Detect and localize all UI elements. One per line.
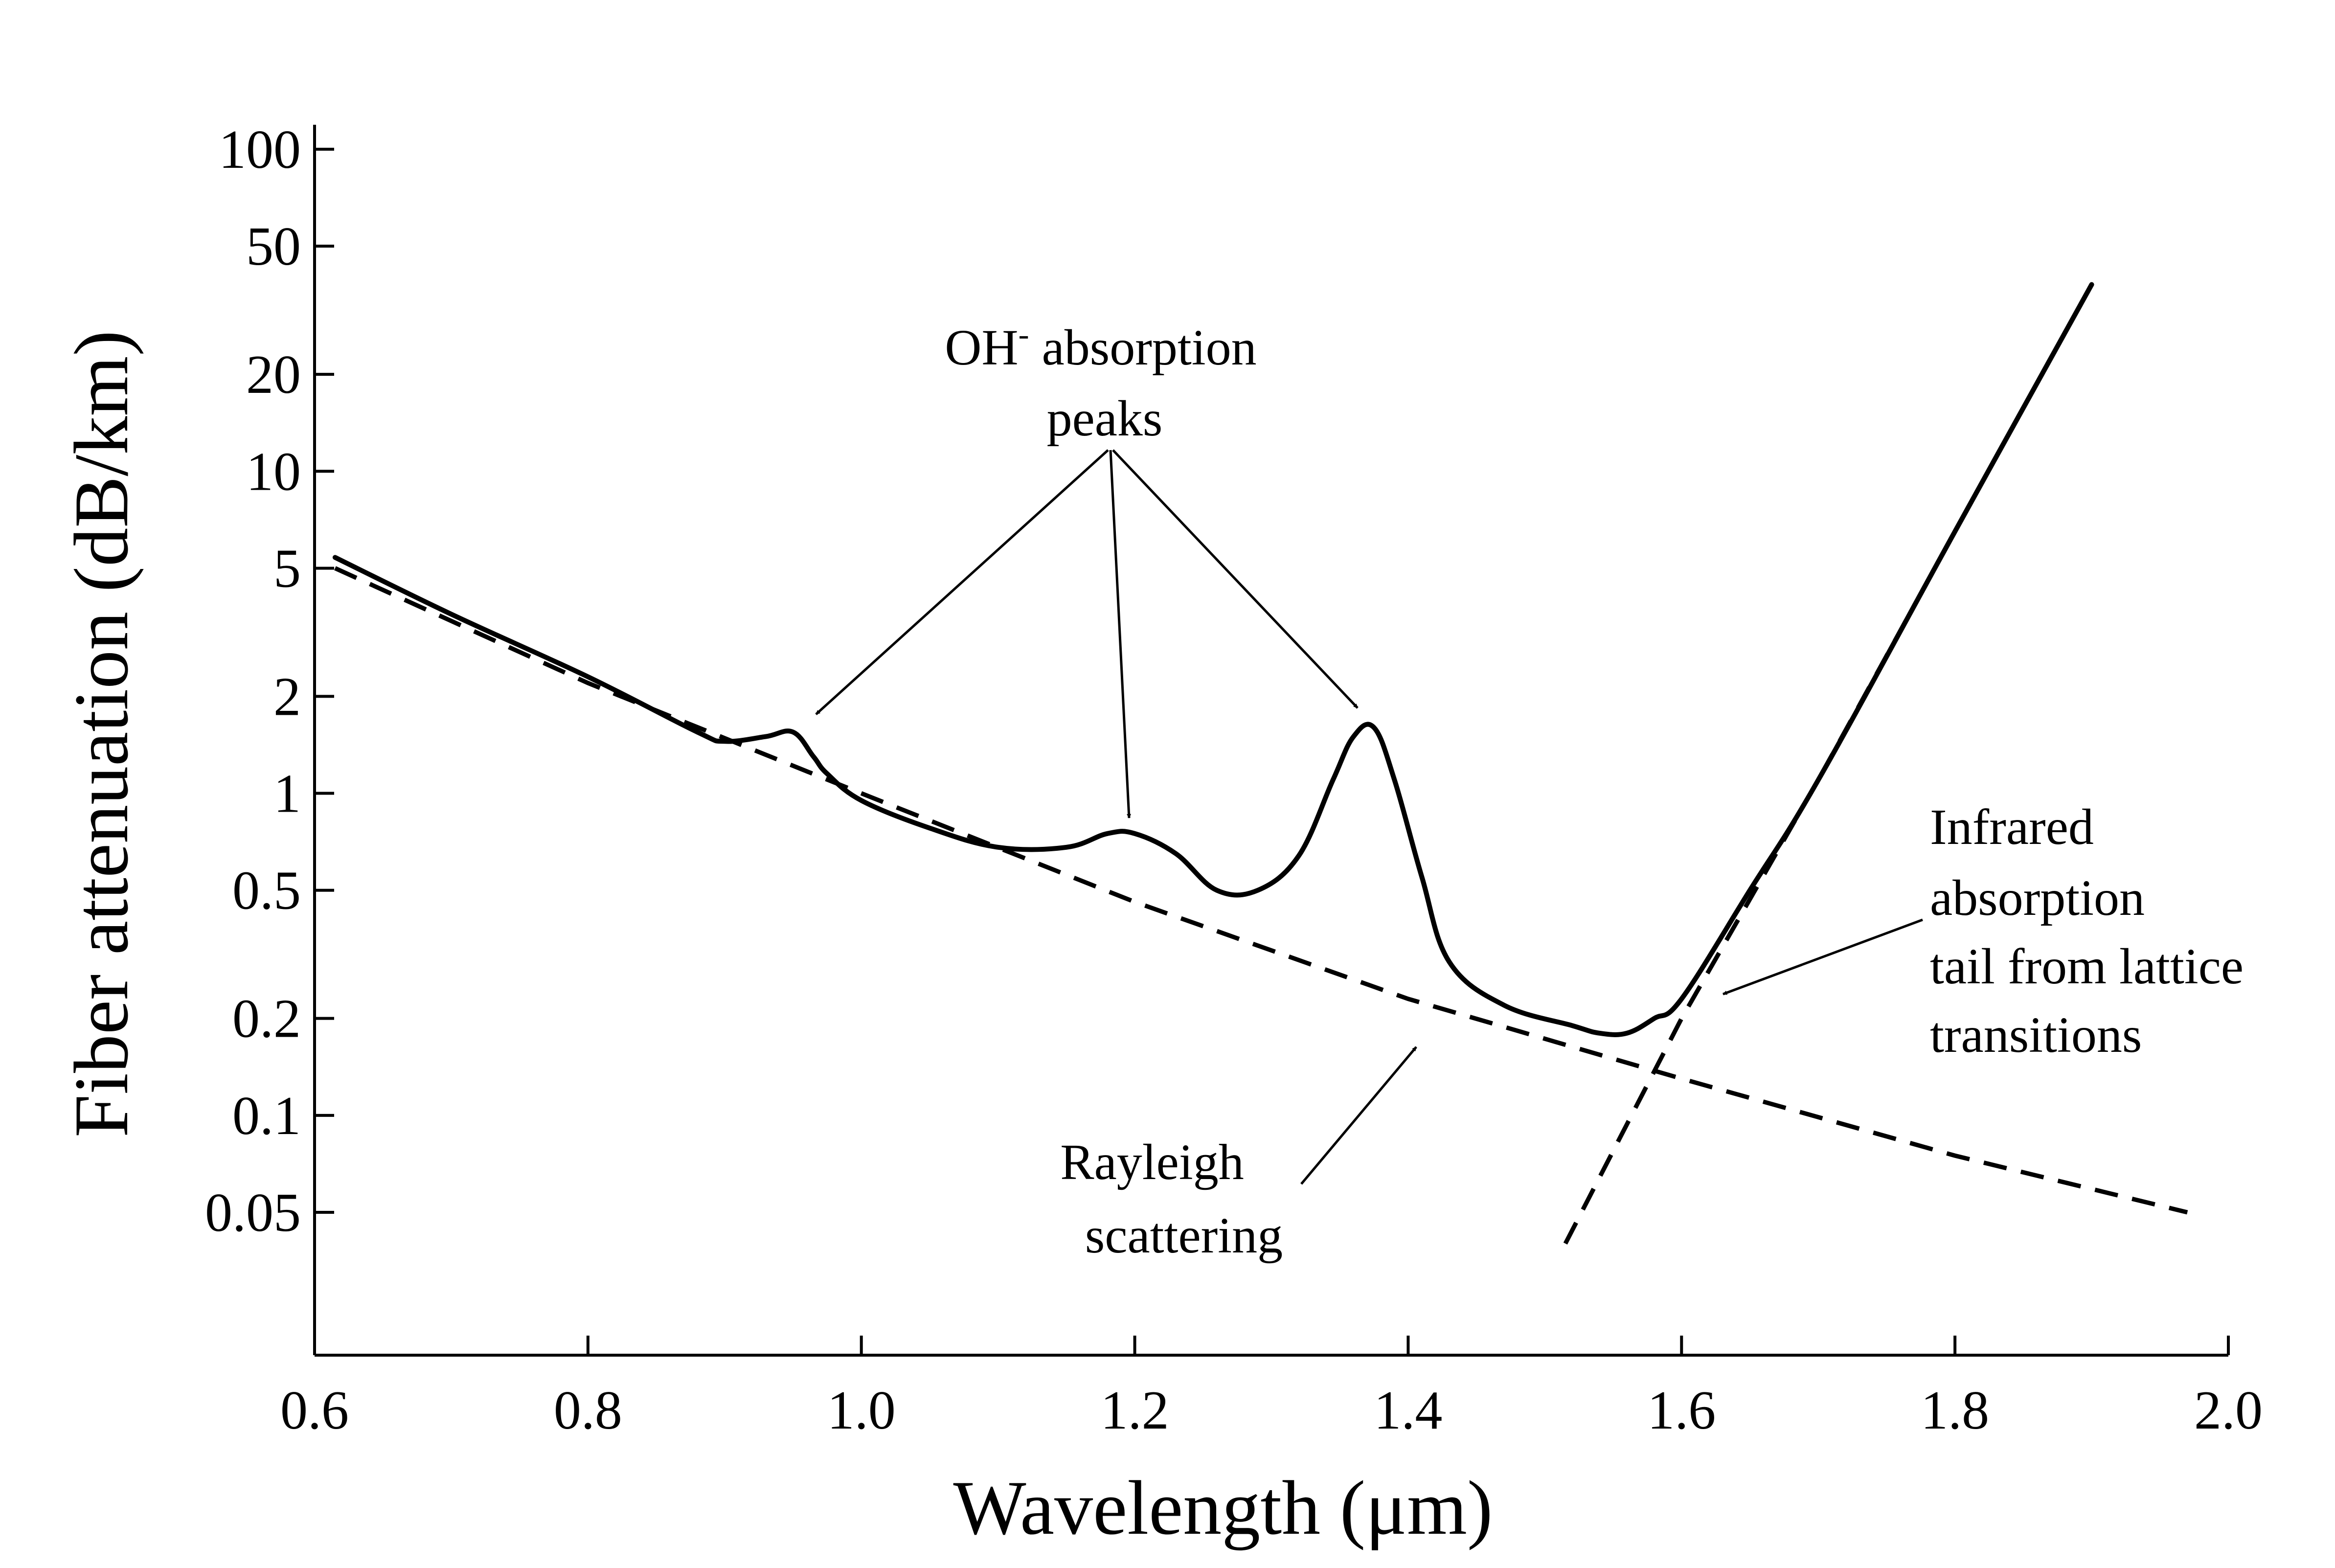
rayleigh-text-line2: scattering [1085,1207,1283,1264]
oh-absorption-annotation: OH- absorption peaks [815,317,1359,818]
y-tick-label: 0.2 [232,989,301,1049]
y-tick-label: 2 [273,666,301,727]
oh-arrow-left [815,449,1109,715]
rayleigh-text-line1: Rayleigh [1060,1134,1244,1190]
y-tick-label: 20 [246,344,301,405]
oh-arrow-right [1112,449,1359,709]
axes [313,125,2228,1357]
oh-annotation-text: OH- absorption [945,317,1256,376]
y-axis-title: Fiber attenuation (dB/km) [59,330,144,1137]
infrared-annotation: Infrared absorption tail from lattice tr… [1723,799,2244,1063]
y-tick-label: 50 [246,216,301,277]
x-tick-label: 1.0 [827,1380,896,1441]
infrared-text-line4: transitions [1930,1007,2142,1063]
infrared-text-line2: absorption [1930,870,2145,926]
x-tick-label: 0.8 [554,1380,622,1441]
x-ticks: 0.6 0.8 1.0 1.2 1.4 1.6 1.8 2.0 [280,1336,2263,1441]
y-tick-label: 100 [219,119,301,180]
x-axis-title: Wavelength (μm) [953,1465,1493,1551]
rayleigh-scattering-curve [334,566,2188,1215]
infrared-arrow [1723,918,1923,996]
y-ticks: 100 50 20 10 5 2 1 0.5 0.2 0.1 0.05 [205,119,334,1243]
y-tick-label: 1 [273,764,301,824]
oh-annotation-oh: OH [945,319,1018,376]
y-tick-label: 5 [273,538,301,599]
oh-annotation-absorption: absorption [1029,319,1257,376]
y-tick-label: 10 [246,441,301,502]
oh-annotation-superscript: - [1019,317,1029,352]
x-tick-label: 1.2 [1101,1380,1169,1441]
rayleigh-annotation: Rayleigh scattering [1060,1046,1417,1264]
y-tick-label: 0.05 [205,1182,301,1243]
infrared-absorption-curve [1563,283,2094,1245]
infrared-text-line1: Infrared [1930,799,2094,855]
total-attenuation-curve [332,282,2094,1037]
x-tick-label: 2.0 [2194,1380,2263,1441]
oh-annotation-peaks: peaks [1047,390,1163,447]
series-layer [332,282,2188,1245]
rayleigh-arrow [1300,1046,1417,1185]
y-tick-label: 0.1 [232,1086,301,1146]
oh-arrow-middle [1109,450,1132,818]
x-tick-label: 1.8 [1921,1380,1989,1441]
x-tick-label: 1.4 [1374,1380,1442,1441]
x-tick-label: 1.6 [1647,1380,1716,1441]
infrared-text-line3: tail from lattice [1930,938,2244,995]
y-tick-label: 0.5 [232,861,301,921]
x-tick-label: 0.6 [280,1380,349,1441]
